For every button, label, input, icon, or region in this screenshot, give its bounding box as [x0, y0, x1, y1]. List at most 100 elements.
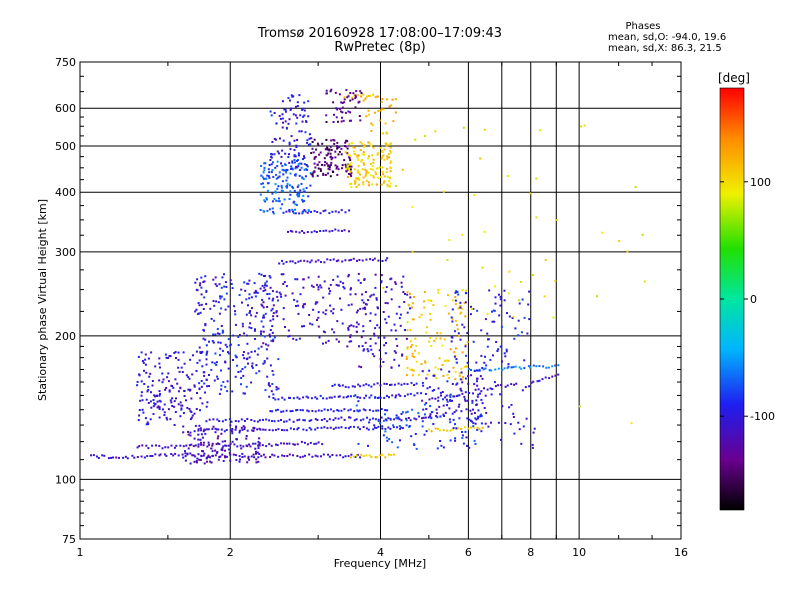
echo-point: [267, 344, 270, 347]
echo-point: [438, 405, 441, 408]
echo-point: [201, 350, 204, 353]
echo-point: [314, 418, 317, 421]
echo-point: [184, 450, 186, 453]
echo-point: [187, 433, 190, 436]
echo-point: [285, 168, 288, 171]
echo-point: [327, 172, 329, 175]
echo-point: [169, 355, 172, 358]
echo-point: [204, 275, 207, 278]
echo-point: [518, 299, 521, 302]
echo-point: [444, 396, 447, 399]
echo-point: [320, 455, 322, 458]
echo-point: [367, 171, 370, 174]
echo-point: [221, 331, 224, 334]
echo-point: [367, 95, 370, 97]
echo-point: [151, 444, 154, 447]
echo-point: [173, 446, 176, 449]
echo-point: [207, 428, 210, 431]
echo-point: [466, 332, 469, 334]
echo-point: [265, 177, 267, 180]
echo-point: [206, 401, 209, 404]
echo-point: [395, 414, 398, 417]
echo-point: [329, 304, 332, 307]
echo-point: [269, 329, 272, 331]
echo-point: [372, 293, 375, 296]
echo-point: [346, 345, 349, 348]
echo-point: [273, 454, 276, 457]
echo-point: [406, 291, 409, 293]
echo-point: [329, 290, 332, 293]
echo-point: [307, 115, 310, 118]
echo-point: [332, 278, 335, 281]
echo-point: [389, 160, 392, 163]
echo-point: [259, 193, 262, 196]
echo-point: [372, 161, 375, 164]
echo-point: [257, 347, 260, 350]
echo-point: [367, 141, 370, 144]
echo-point: [451, 399, 453, 402]
echo-point: [270, 171, 273, 174]
x-axis-label: Frequency [MHz]: [334, 557, 426, 570]
echo-point: [364, 291, 367, 293]
echo-point: [275, 122, 278, 125]
echo-point: [328, 287, 330, 290]
chart-title: Tromsø 20160928 17:08:00–17:09:43: [257, 26, 503, 41]
echo-point: [350, 186, 353, 188]
echo-point: [254, 315, 257, 318]
echo-point: [425, 377, 428, 380]
echo-point: [375, 409, 378, 412]
echo-point: [260, 165, 263, 167]
echo-point: [493, 309, 496, 312]
echo-point: [332, 138, 335, 141]
echo-point: [133, 456, 136, 459]
echo-point: [200, 276, 203, 279]
echo-point: [295, 144, 298, 147]
echo-point: [179, 415, 182, 418]
echo-point: [476, 384, 479, 387]
echo-point: [372, 146, 375, 149]
echo-point: [462, 376, 465, 379]
echo-point: [215, 443, 218, 446]
echo-point: [302, 188, 305, 191]
echo-point: [529, 366, 531, 369]
echo-point: [195, 350, 198, 353]
echo-point: [147, 389, 150, 391]
echo-point: [415, 345, 418, 348]
x-tick-label: 10: [572, 546, 586, 559]
echo-point: [170, 444, 173, 447]
echo-point: [234, 323, 237, 326]
echo-point: [400, 383, 403, 386]
echo-point: [283, 420, 286, 423]
echo-point: [138, 373, 141, 376]
x-tick-label: 16: [674, 546, 688, 559]
echo-point: [299, 409, 302, 412]
echo-point: [530, 381, 533, 384]
echo-point: [457, 293, 460, 296]
echo-point: [219, 341, 222, 344]
echo-point: [203, 428, 206, 431]
echo-point: [357, 176, 360, 179]
echo-point: [327, 164, 330, 167]
echo-point: [449, 396, 452, 399]
echo-point: [397, 382, 400, 385]
echo-point: [274, 166, 277, 169]
echo-point: [200, 429, 203, 432]
echo-point: [467, 382, 470, 385]
echo-point: [466, 399, 469, 402]
echo-point: [349, 425, 352, 428]
echo-point: [264, 456, 267, 459]
echo-point: [431, 411, 434, 414]
echo-point: [518, 302, 521, 305]
echo-point: [355, 90, 358, 93]
echo-point: [461, 434, 464, 437]
echo-point: [115, 456, 118, 459]
echo-point: [268, 164, 271, 166]
echo-point: [280, 186, 283, 189]
echo-point: [206, 350, 209, 353]
echo-point: [260, 455, 263, 458]
echo-point: [362, 99, 365, 102]
echo-point: [380, 100, 383, 103]
echo-point: [362, 183, 365, 186]
echo-point: [306, 231, 309, 233]
echo-point: [473, 439, 476, 442]
